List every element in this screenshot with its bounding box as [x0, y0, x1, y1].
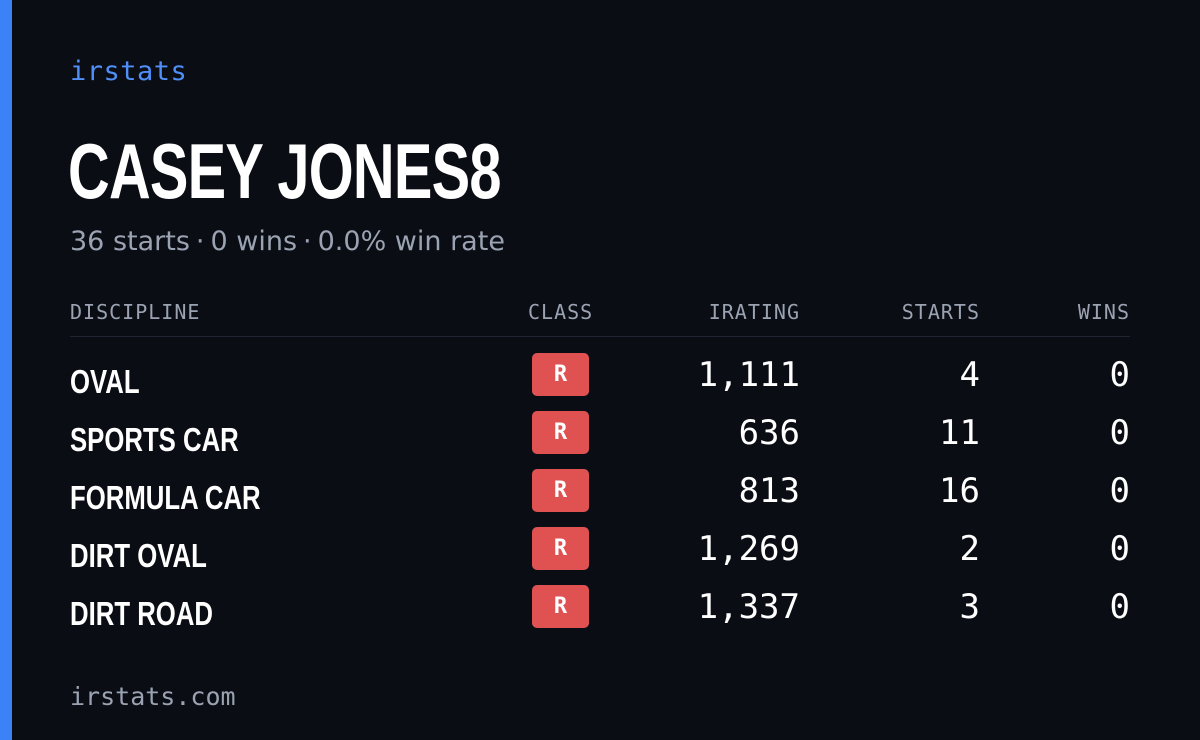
driver-name: CASEY JONES8 — [68, 127, 502, 215]
starts-value: 11 — [939, 413, 980, 453]
header-class: CLASS — [528, 300, 594, 324]
table-row: DIRT OVAL R 1,269 2 0 — [70, 527, 1130, 585]
driver-summary: 36 starts · 0 wins · 0.0% win rate — [70, 226, 505, 257]
table-row: SPORTS CAR R 636 11 0 — [70, 411, 1130, 469]
header-starts: STARTS — [901, 300, 980, 324]
brand-logo: irstats — [70, 56, 188, 87]
starts-value: 16 — [939, 471, 980, 511]
irating-value: 1,269 — [697, 529, 800, 569]
header-discipline: DISCIPLINE — [70, 300, 201, 324]
class-badge: R — [532, 353, 589, 396]
wins-value: 0 — [1109, 355, 1130, 395]
summary-separator: · — [303, 226, 312, 257]
starts-value: 2 — [959, 529, 980, 569]
stats-table: DISCIPLINE CLASS IRATING STARTS WINS OVA… — [70, 296, 1130, 643]
wins-value: 0 — [1109, 587, 1130, 627]
starts-value: 3 — [959, 587, 980, 627]
table-row: DIRT ROAD R 1,337 3 0 — [70, 585, 1130, 643]
class-badge: R — [532, 585, 589, 628]
wins-value: 0 — [1109, 413, 1130, 453]
irating-value: 813 — [738, 471, 800, 511]
header-wins: WINS — [1077, 300, 1130, 324]
footer-url: irstats.com — [70, 682, 236, 711]
class-badge: R — [532, 411, 589, 454]
class-badge: R — [532, 469, 589, 512]
table-row: FORMULA CAR R 813 16 0 — [70, 469, 1130, 527]
table-header: DISCIPLINE CLASS IRATING STARTS WINS — [70, 296, 1130, 337]
accent-bar — [0, 0, 12, 740]
summary-wins: 0 wins — [210, 226, 298, 257]
irating-value: 1,337 — [697, 587, 800, 627]
summary-starts: 36 starts — [70, 226, 190, 257]
discipline-name: SPORTS CAR — [70, 421, 239, 458]
summary-win-rate: 0.0% win rate — [317, 226, 505, 257]
starts-value: 4 — [959, 355, 980, 395]
wins-value: 0 — [1109, 529, 1130, 569]
table-body: OVAL R 1,111 4 0 SPORTS CAR R 636 11 0 F… — [70, 353, 1130, 643]
header-irating: IRATING — [708, 300, 800, 324]
irating-value: 1,111 — [697, 355, 800, 395]
discipline-name: OVAL — [70, 363, 140, 400]
table-row: OVAL R 1,111 4 0 — [70, 353, 1130, 411]
discipline-name: DIRT OVAL — [70, 537, 207, 574]
summary-separator: · — [195, 226, 205, 257]
wins-value: 0 — [1109, 471, 1130, 511]
discipline-name: DIRT ROAD — [70, 595, 213, 632]
irating-value: 636 — [738, 413, 800, 453]
class-badge: R — [532, 527, 589, 570]
discipline-name: FORMULA CAR — [70, 479, 261, 516]
